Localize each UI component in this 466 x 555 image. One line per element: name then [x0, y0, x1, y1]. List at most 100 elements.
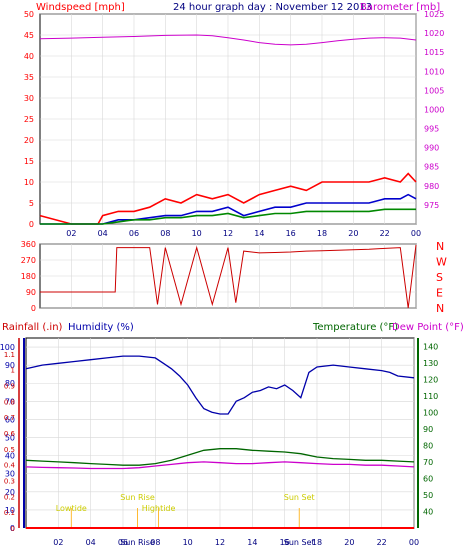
rain-y-tick-label: 0.3 [4, 478, 15, 486]
humidity-y-tick-label: 10 [5, 506, 15, 515]
humidity-y-tick-label: 100 [0, 343, 15, 352]
rain-y-tick-label: 0.6 [4, 430, 16, 438]
rainfall-axis-title: Rainfall (.in) [2, 322, 63, 333]
baro-y-tick-label: 995 [424, 125, 439, 134]
humidity-y-tick-label: 40 [5, 452, 15, 461]
direction-y-tick-label: 360 [21, 240, 36, 249]
baro-axis-title: Barometer [mb] [360, 2, 440, 13]
humidity-y-tick-label: 80 [5, 379, 15, 388]
sun-event-label: Sun Set [284, 538, 315, 547]
compass-label: N [436, 302, 444, 315]
wind-x-tick-label: 18 [317, 229, 327, 238]
wind-x-tick-label: 00 [411, 229, 421, 238]
wind-y-tick-label: 0 [29, 220, 34, 229]
temperature-axis-title: Temperature (°F) [312, 322, 398, 333]
baro-y-tick-label: 985 [424, 163, 439, 172]
sun-event-label: Sun Rise [120, 538, 155, 547]
climate-x-tick-label: 18 [312, 538, 322, 547]
temperature-y-tick-label: 110 [423, 392, 438, 401]
wind-axis-title: Windspeed [mph] [36, 2, 125, 13]
dewpoint-axis-title: Dew Point (°F) [392, 322, 464, 333]
compass-label: W [436, 256, 447, 269]
event-annotation-label: Lowtide [56, 504, 87, 513]
climate-x-tick-label: 22 [377, 538, 387, 547]
event-annotation-label: Sun Rise [120, 493, 155, 502]
wind-y-tick-label: 35 [24, 73, 34, 82]
temperature-y-tick-label: 130 [423, 359, 438, 368]
climate-x-tick-label: 10 [183, 538, 193, 547]
direction-y-tick-label: 180 [21, 272, 36, 281]
wind-x-tick-label: 04 [98, 229, 108, 238]
climate-x-tick-label: 04 [86, 538, 96, 547]
climate-x-tick-label: 14 [247, 538, 257, 547]
wind-y-tick-label: 20 [24, 136, 34, 145]
wind-y-tick-label: 5 [29, 199, 34, 208]
climate-series-line-1 [25, 448, 415, 466]
climate-x-tick-label: 06 [118, 538, 128, 547]
wind-y-tick-label: 15 [24, 157, 34, 166]
wind-x-tick-label: 12 [223, 229, 233, 238]
humidity-y-tick-label: 70 [5, 397, 15, 406]
baro-y-tick-label: 1010 [424, 67, 444, 76]
chart-title: 24 hour graph day : November 12 2013 [173, 2, 372, 13]
compass-label: N [436, 240, 444, 253]
wind-y-tick-label: 30 [24, 94, 34, 103]
humidity-y-tick-label: 90 [5, 361, 15, 370]
climate-x-tick-label: 08 [150, 538, 160, 547]
wind-series-line-3 [40, 208, 416, 225]
baro-y-tick-label: 1020 [424, 29, 444, 38]
event-annotation-label: Sun Set [284, 493, 315, 502]
humidity-axis-title: Humidity (%) [68, 322, 134, 333]
humidity-y-tick-label: 20 [5, 488, 15, 497]
wind-y-tick-label: 40 [24, 52, 34, 61]
humidity-y-tick-label: 0 [10, 524, 15, 533]
baro-y-tick-label: 990 [424, 144, 439, 153]
baro-y-tick-label: 1000 [424, 105, 444, 114]
baro-y-tick-label: 980 [424, 182, 439, 191]
wind-y-tick-label: 50 [24, 10, 34, 19]
direction-y-tick-label: 90 [26, 288, 36, 297]
wind-x-tick-label: 16 [286, 229, 296, 238]
wind-x-tick-label: 02 [66, 229, 76, 238]
baro-y-tick-label: 1025 [424, 10, 444, 19]
temperature-y-tick-label: 60 [423, 474, 433, 483]
humidity-y-tick-label: 60 [5, 415, 15, 424]
temperature-y-tick-label: 70 [423, 458, 433, 467]
rain-y-tick-label: 0.4 [4, 462, 16, 470]
climate-x-tick-label: 16 [280, 538, 290, 547]
rain-y-tick-label: 0.5 [4, 446, 15, 454]
temperature-y-tick-label: 40 [423, 507, 433, 516]
temperature-y-tick-label: 80 [423, 441, 433, 450]
wind-x-tick-label: 20 [348, 229, 358, 238]
wind-series-line-0 [39, 34, 417, 46]
direction-y-tick-label: 270 [21, 256, 36, 265]
climate-series-line-0 [25, 355, 415, 415]
rain-y-tick-label: 1 [11, 367, 15, 375]
wind-x-tick-label: 08 [160, 229, 170, 238]
compass-label: E [436, 287, 443, 300]
direction-y-tick-label: 0 [31, 304, 36, 313]
wind-x-tick-label: 10 [192, 229, 202, 238]
rain-y-tick-label: 0.7 [4, 414, 15, 422]
baro-y-tick-label: 1005 [424, 86, 444, 95]
climate-x-tick-label: 02 [53, 538, 63, 547]
climate-x-tick-label: 00 [409, 538, 419, 547]
temperature-y-tick-label: 50 [423, 491, 433, 500]
rain-y-tick-label: 0 [11, 525, 15, 533]
rain-y-tick-label: 0.9 [4, 383, 15, 391]
temperature-y-tick-label: 100 [423, 408, 438, 417]
rain-y-tick-label: 0.8 [4, 398, 15, 406]
compass-label: S [436, 271, 443, 284]
wind-y-tick-label: 45 [24, 31, 34, 40]
direction-series-line-0 [40, 244, 417, 309]
wind-y-tick-label: 25 [24, 115, 34, 124]
temperature-y-tick-label: 90 [423, 425, 433, 434]
humidity-y-tick-label: 30 [5, 470, 15, 479]
baro-y-tick-label: 1015 [424, 48, 444, 57]
wind-y-tick-label: 10 [24, 178, 34, 187]
temperature-y-tick-label: 120 [423, 375, 438, 384]
wind-x-tick-label: 22 [380, 229, 390, 238]
event-annotation-label: Hightide [142, 504, 176, 513]
rain-y-tick-label: 0.2 [4, 493, 15, 501]
